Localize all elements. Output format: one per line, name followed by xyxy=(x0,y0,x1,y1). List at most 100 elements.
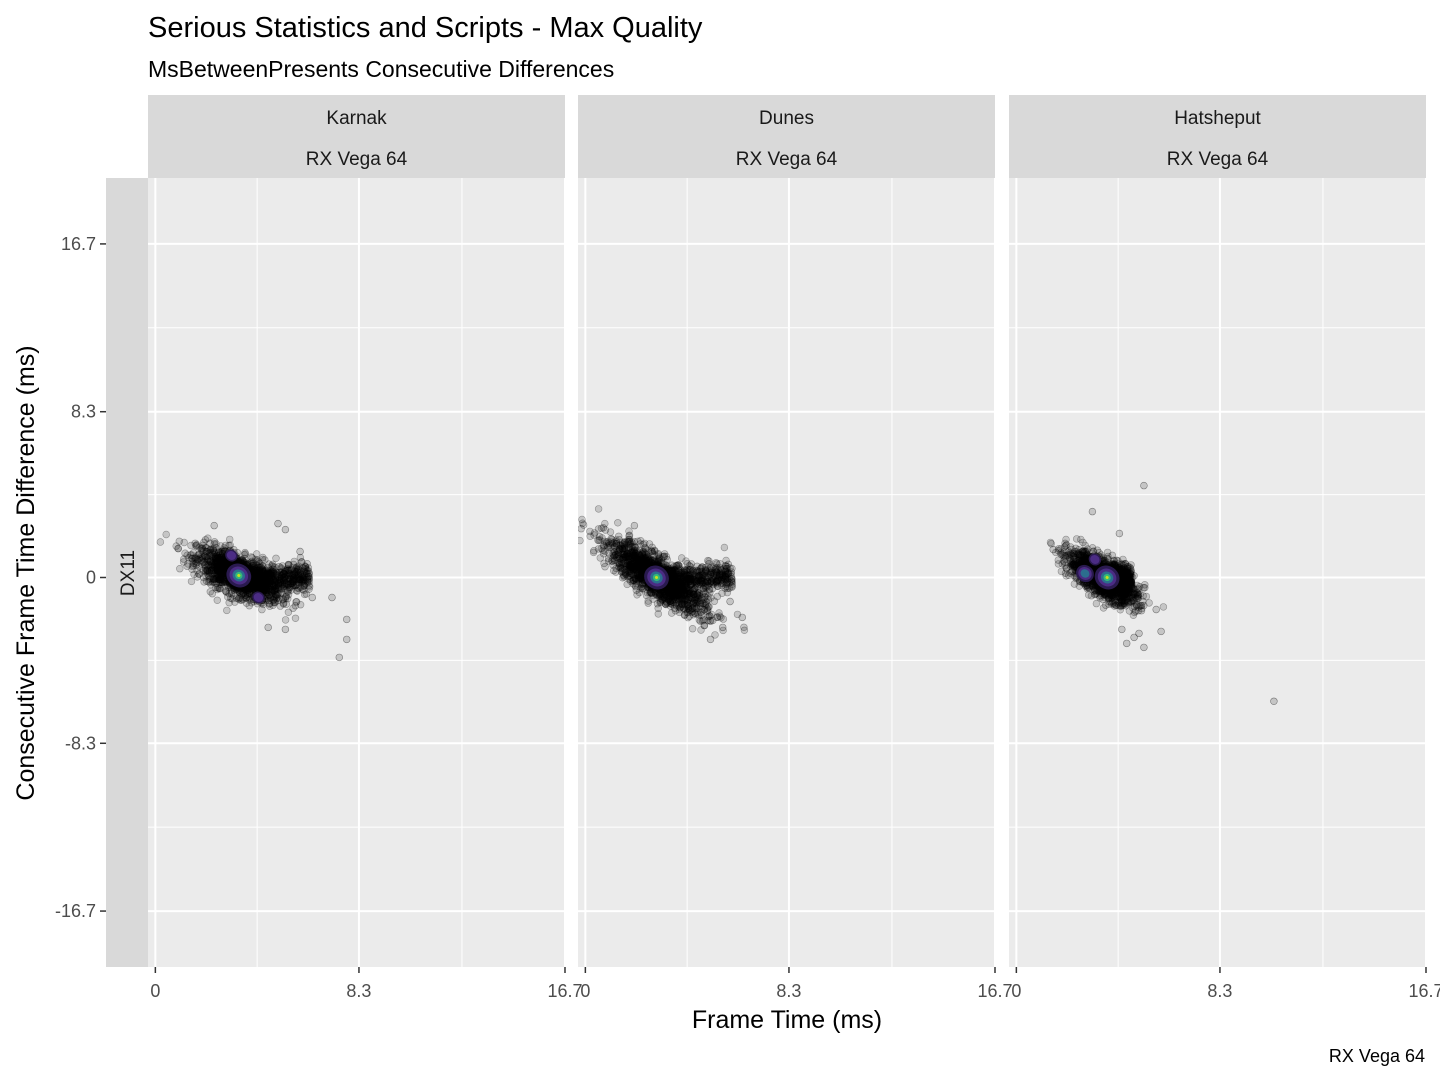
data-point xyxy=(649,591,658,600)
data-point xyxy=(186,551,195,559)
data-point xyxy=(236,589,245,597)
data-point xyxy=(303,570,311,578)
data-point xyxy=(636,553,644,562)
data-point xyxy=(666,594,674,602)
data-point xyxy=(707,577,715,585)
data-point xyxy=(606,543,615,551)
data-point xyxy=(296,569,305,577)
data-point xyxy=(247,599,256,607)
data-point xyxy=(194,551,203,559)
data-point xyxy=(218,547,226,556)
data-point xyxy=(265,600,273,608)
data-point xyxy=(682,575,690,583)
data-point xyxy=(632,574,640,583)
data-point xyxy=(272,554,280,562)
data-point xyxy=(658,590,667,599)
data-point xyxy=(262,587,271,595)
data-point xyxy=(253,566,261,574)
data-point xyxy=(263,585,271,593)
data-point xyxy=(626,562,635,570)
data-point xyxy=(641,554,649,562)
data-point xyxy=(681,580,690,588)
data-point xyxy=(638,566,646,574)
data-point xyxy=(247,584,256,592)
data-point xyxy=(263,586,272,595)
data-point xyxy=(671,574,680,583)
data-point xyxy=(268,572,276,580)
data-point xyxy=(664,584,672,593)
data-point xyxy=(183,562,191,570)
data-point xyxy=(274,590,282,598)
data-point xyxy=(679,585,688,593)
data-point xyxy=(671,607,680,615)
data-point xyxy=(636,570,644,579)
data-point xyxy=(261,578,269,586)
data-point xyxy=(641,543,649,552)
data-point xyxy=(608,539,616,548)
data-point xyxy=(221,558,229,567)
data-point xyxy=(676,579,685,588)
data-point xyxy=(670,588,679,596)
data-point xyxy=(260,585,268,593)
data-point xyxy=(270,570,278,578)
data-point xyxy=(685,576,694,584)
data-point xyxy=(270,586,278,594)
data-point xyxy=(269,560,277,568)
data-point xyxy=(669,586,678,595)
data-point xyxy=(660,593,669,601)
data-point xyxy=(660,592,668,600)
data-point xyxy=(648,547,656,556)
data-point xyxy=(699,579,708,588)
data-point xyxy=(253,566,261,575)
data-point xyxy=(632,565,641,574)
data-point xyxy=(286,575,295,584)
data-point xyxy=(259,581,268,590)
data-point xyxy=(258,572,266,580)
data-point xyxy=(665,588,673,596)
data-point xyxy=(687,594,696,602)
data-point xyxy=(721,573,730,581)
data-point xyxy=(206,546,214,555)
data-point xyxy=(265,591,274,600)
data-point xyxy=(636,536,645,545)
data-point xyxy=(650,556,659,564)
data-point xyxy=(665,565,673,573)
data-point xyxy=(260,575,269,583)
data-point xyxy=(246,558,255,567)
data-point xyxy=(297,558,306,566)
data-point xyxy=(701,583,710,592)
data-point xyxy=(670,591,679,599)
data-point xyxy=(272,591,280,599)
data-point xyxy=(189,561,198,570)
data-point xyxy=(625,560,633,569)
data-point xyxy=(285,574,293,582)
data-point xyxy=(678,587,686,596)
data-point xyxy=(676,572,685,581)
data-point xyxy=(250,568,258,576)
data-point xyxy=(193,573,202,581)
data-point xyxy=(686,571,695,579)
data-point xyxy=(211,560,219,568)
data-point xyxy=(270,578,278,587)
data-point xyxy=(697,576,705,585)
data-point xyxy=(670,589,678,597)
data-point xyxy=(674,580,683,589)
data-point xyxy=(226,535,234,544)
data-point xyxy=(709,563,717,571)
data-point xyxy=(696,598,704,607)
data-point xyxy=(244,590,252,598)
data-point xyxy=(269,569,277,577)
data-point xyxy=(300,590,309,599)
data-point xyxy=(257,583,266,591)
data-point xyxy=(683,559,691,568)
data-point xyxy=(686,593,694,602)
data-point xyxy=(268,561,276,570)
data-point xyxy=(271,586,279,595)
data-point xyxy=(674,575,682,584)
data-point xyxy=(631,550,639,558)
data-point xyxy=(624,549,632,558)
data-point xyxy=(620,544,628,552)
data-point xyxy=(712,577,721,586)
data-point xyxy=(624,552,632,560)
data-point xyxy=(295,573,304,581)
